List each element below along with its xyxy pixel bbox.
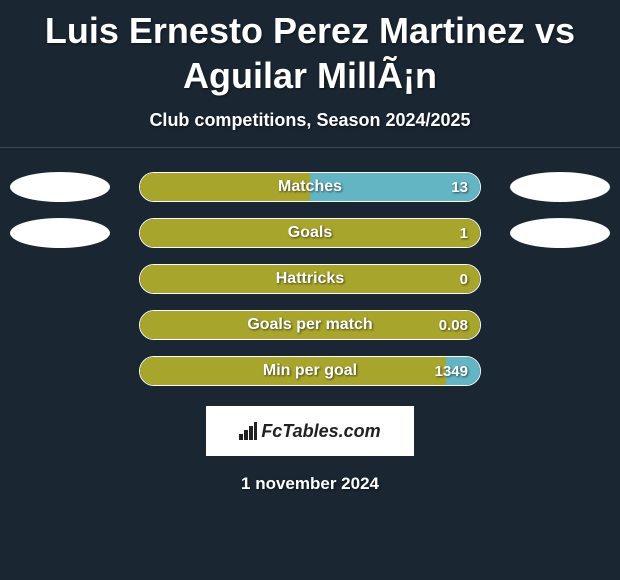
page-title: Luis Ernesto Perez Martinez vs Aguilar M… [0,0,620,98]
left-value-oval [10,172,110,202]
stat-right-value: 1 [460,219,468,247]
stat-bar: Min per goal 1349 [139,356,481,386]
stat-label: Goals per match [140,311,480,339]
divider [0,147,620,148]
stat-row: Goals per match 0.08 [0,302,620,348]
stat-right-value: 13 [451,173,468,201]
stat-row: Goals 1 [0,210,620,256]
subtitle: Club competitions, Season 2024/2025 [0,98,620,141]
brand-text: FcTables.com [261,421,380,442]
brand-link[interactable]: FcTables.com [206,406,414,456]
stat-right-value: 0 [460,265,468,293]
date-label: 1 november 2024 [0,474,620,494]
right-value-oval [510,172,610,202]
barchart-icon [239,422,257,440]
h2h-stats-widget: Luis Ernesto Perez Martinez vs Aguilar M… [0,0,620,580]
stat-label: Matches [140,173,480,201]
stat-bar: Matches 13 [139,172,481,202]
stat-rows: Matches 13 Goals 1 Hattricks 0 [0,160,620,394]
stat-bar: Goals 1 [139,218,481,248]
stat-label: Min per goal [140,357,480,385]
right-value-oval [510,218,610,248]
brand-label: FcTables.com [239,421,380,442]
stat-bar: Goals per match 0.08 [139,310,481,340]
stat-label: Hattricks [140,265,480,293]
stat-bar: Hattricks 0 [139,264,481,294]
stat-right-value: 0.08 [439,311,468,339]
stat-right-value: 1349 [435,357,468,385]
stat-row: Min per goal 1349 [0,348,620,394]
stat-row: Matches 13 [0,164,620,210]
left-value-oval [10,218,110,248]
stat-label: Goals [140,219,480,247]
stat-row: Hattricks 0 [0,256,620,302]
